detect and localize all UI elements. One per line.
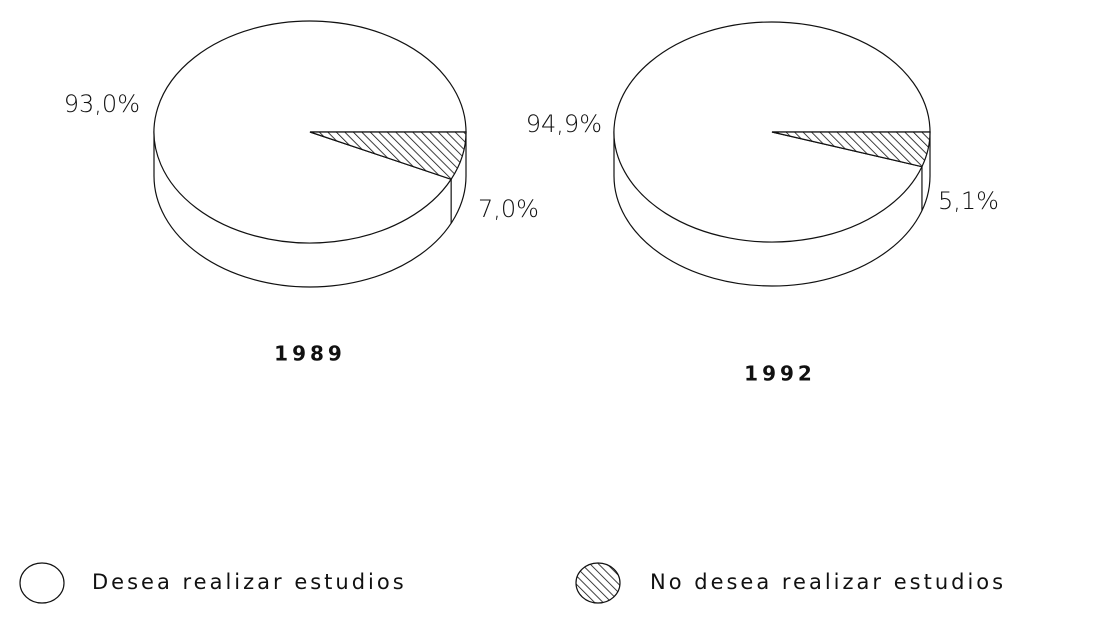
- legend: Desea realizar estudios No desea realizar…: [19, 562, 1006, 604]
- value-label: 7,0%: [478, 195, 539, 223]
- legend-swatch: [19, 562, 65, 604]
- value-label: 94,9%: [526, 110, 602, 138]
- pie-slice: [771, 131, 931, 168]
- legend-swatch: [575, 562, 621, 604]
- value-label: 93,0%: [64, 90, 140, 118]
- chart-title: 1992: [744, 362, 816, 386]
- pie-slice: [309, 131, 467, 180]
- chart-title: 1989: [274, 342, 346, 366]
- legend-label: Desea realizar estudios: [92, 570, 407, 594]
- value-label: 5,1%: [938, 187, 999, 215]
- legend-label: No desea realizar estudios: [650, 570, 1006, 594]
